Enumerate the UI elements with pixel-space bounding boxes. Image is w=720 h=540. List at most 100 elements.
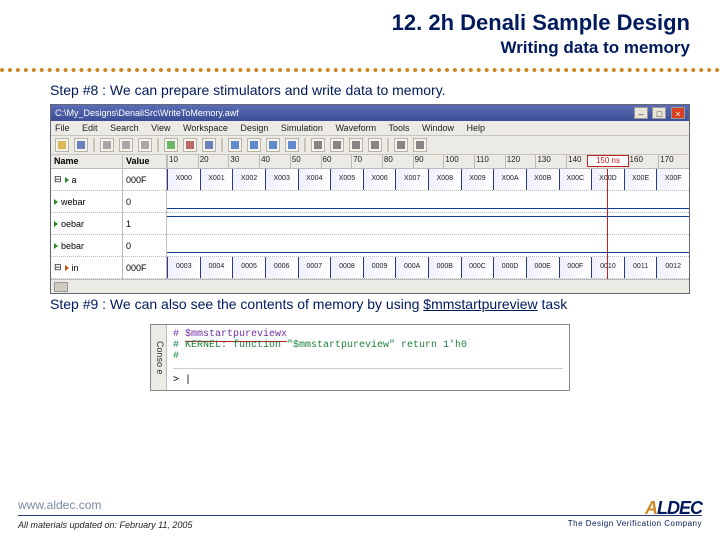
console-output: # $mmstartpureviewx # KERNEL: function "… xyxy=(167,325,569,390)
dir-icon xyxy=(54,199,58,205)
time-tick: 100 xyxy=(443,155,474,168)
bus-cell: X00F xyxy=(656,169,689,190)
console-prompt[interactable]: > | xyxy=(173,375,563,386)
menu-file[interactable]: File xyxy=(55,123,70,133)
console-window: Conso e # $mmstartpureviewx # KERNEL: fu… xyxy=(150,324,570,391)
minimize-icon[interactable]: – xyxy=(634,107,648,119)
bus-cell: 0008 xyxy=(330,257,363,278)
marker3-icon[interactable] xyxy=(266,138,280,152)
bus-cell: 000B xyxy=(428,257,461,278)
logo-tagline: The Design Verification Company xyxy=(568,519,702,528)
wave-row: 0003000400050006000700080009000A000B000C… xyxy=(167,257,689,279)
bus-cell: 0011 xyxy=(624,257,657,278)
tool-c-icon[interactable] xyxy=(349,138,363,152)
bus-cell: 000C xyxy=(461,257,494,278)
tool-d-icon[interactable] xyxy=(368,138,382,152)
zoom-in-icon[interactable] xyxy=(164,138,178,152)
zoom-out-icon[interactable] xyxy=(183,138,197,152)
menu-edit[interactable]: Edit xyxy=(82,123,98,133)
bus-cell: 0003 xyxy=(167,257,200,278)
time-tick: 50 xyxy=(290,155,321,168)
bus-cell: 0005 xyxy=(232,257,265,278)
bus-cell: X001 xyxy=(200,169,233,190)
value-cell: 0 xyxy=(123,191,166,213)
bus-cell: X00B xyxy=(526,169,559,190)
dir-icon xyxy=(54,221,58,227)
time-tick: 110 xyxy=(474,155,505,168)
page-title: 12. 2h Denali Sample Design xyxy=(0,10,690,36)
window-titlebar: C:\My_Designs\DenaliSrc\WriteToMemory.aw… xyxy=(51,105,689,121)
tool-f-icon[interactable] xyxy=(413,138,427,152)
bus-cell: X002 xyxy=(232,169,265,190)
signal-row: ⊟in xyxy=(51,257,122,279)
time-tick: 90 xyxy=(413,155,444,168)
time-tick: 160 xyxy=(628,155,659,168)
signal-row: ⊟a xyxy=(51,169,122,191)
save-icon[interactable] xyxy=(74,138,88,152)
console-line: # $mmstartpureviewx xyxy=(173,329,563,340)
menu-tools[interactable]: Tools xyxy=(388,123,409,133)
time-tick: 30 xyxy=(228,155,259,168)
step8-text: Step #8 : We can prepare stimulators and… xyxy=(0,80,720,104)
bus-cell: X008 xyxy=(428,169,461,190)
value-cell: 1 xyxy=(123,213,166,235)
menu-simulation[interactable]: Simulation xyxy=(281,123,323,133)
bus-cell: X006 xyxy=(363,169,396,190)
cut-icon[interactable] xyxy=(100,138,114,152)
scrollbar-thumb[interactable] xyxy=(54,282,68,292)
tool-e-icon[interactable] xyxy=(394,138,408,152)
bus-cell: 000D xyxy=(493,257,526,278)
bus-cell: 0006 xyxy=(265,257,298,278)
page-subtitle: Writing data to memory xyxy=(0,38,690,58)
menu-help[interactable]: Help xyxy=(467,123,486,133)
col-name-header: Name xyxy=(51,155,122,169)
signal-row: bebar xyxy=(51,235,122,257)
open-icon[interactable] xyxy=(55,138,69,152)
toolbar xyxy=(51,136,689,155)
menu-workspace[interactable]: Workspace xyxy=(183,123,228,133)
marker1-icon[interactable] xyxy=(228,138,242,152)
paste-icon[interactable] xyxy=(138,138,152,152)
dir-icon xyxy=(65,265,69,271)
console-line: # xyxy=(173,351,563,362)
wave-row xyxy=(167,235,689,257)
signal-row: webar xyxy=(51,191,122,213)
waveform-area[interactable]: 150 ns 102030405060708090100110120130140… xyxy=(167,155,689,279)
menu-window[interactable]: Window xyxy=(422,123,454,133)
tool-b-icon[interactable] xyxy=(330,138,344,152)
marker2-icon[interactable] xyxy=(247,138,261,152)
waveform-window: C:\My_Designs\DenaliSrc\WriteToMemory.aw… xyxy=(50,104,690,294)
menu-design[interactable]: Design xyxy=(240,123,268,133)
console-tab[interactable]: Conso e xyxy=(151,325,167,390)
bus-cell: X003 xyxy=(265,169,298,190)
dir-icon xyxy=(54,243,58,249)
window-title: C:\My_Designs\DenaliSrc\WriteToMemory.aw… xyxy=(55,108,239,118)
wave-row xyxy=(167,213,689,235)
bus-cell: X000 xyxy=(167,169,200,190)
menu-search[interactable]: Search xyxy=(110,123,139,133)
wave-row: X000X001X002X003X004X005X006X007X008X009… xyxy=(167,169,689,191)
task-name: $mmstartpureview xyxy=(423,296,537,312)
menu-view[interactable]: View xyxy=(151,123,170,133)
zoom-fit-icon[interactable] xyxy=(202,138,216,152)
time-tick: 170 xyxy=(658,155,689,168)
bus-cell: 000F xyxy=(559,257,592,278)
time-tick: 80 xyxy=(382,155,413,168)
bus-cell: 0007 xyxy=(298,257,331,278)
maximize-icon[interactable]: □ xyxy=(652,107,666,119)
marker4-icon[interactable] xyxy=(285,138,299,152)
cursor-line[interactable] xyxy=(607,169,608,279)
menu-waveform[interactable]: Waveform xyxy=(335,123,376,133)
signal-name-column: Name ⊟a webar oebar bebar ⊟in xyxy=(51,155,123,279)
copy-icon[interactable] xyxy=(119,138,133,152)
waveform-body: Name ⊟a webar oebar bebar ⊟in Value 000F… xyxy=(51,155,689,279)
tool-a-icon[interactable] xyxy=(311,138,325,152)
bus-cell: 000E xyxy=(526,257,559,278)
dir-icon xyxy=(65,177,69,183)
console-line: # KERNEL: function "$mmstartpureview" re… xyxy=(173,340,563,351)
wave-row xyxy=(167,191,689,213)
horizontal-scrollbar[interactable] xyxy=(51,279,689,293)
value-cell: 0 xyxy=(123,235,166,257)
close-icon[interactable]: × xyxy=(671,107,685,119)
divider-dotted xyxy=(0,68,720,72)
